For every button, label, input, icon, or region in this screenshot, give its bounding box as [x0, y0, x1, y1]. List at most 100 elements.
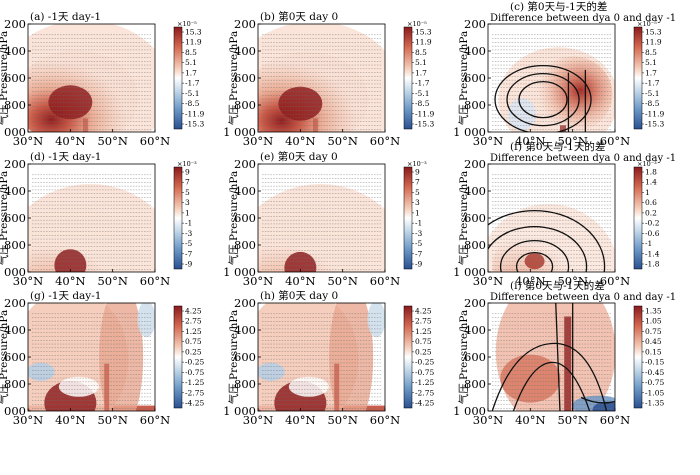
y-tick-label: 400	[4, 184, 26, 198]
x-tick-label: 30°N	[13, 413, 43, 427]
colorbar-tick-label: -4.25	[415, 399, 434, 408]
panel-title: (d) -1天 day-1	[30, 151, 101, 163]
panel-title: (h) 第0天 day 0	[260, 289, 338, 302]
colorbar-tick-label: 0.6	[645, 198, 657, 207]
colorbar-tick-label: -0.25	[415, 358, 434, 367]
y-tick-label: 200	[4, 296, 26, 310]
colorbar-tick-label: 0.75	[415, 337, 432, 346]
x-tick-label: 60°N	[600, 413, 630, 427]
colorbar-tick-label: 1.25	[185, 327, 202, 336]
y-axis-label: 气压 Pressure/hPa	[227, 171, 240, 266]
x-tick-label: 40°N	[55, 274, 85, 288]
x-tick-label: 50°N	[327, 274, 357, 288]
colorbar-tick-label: 0.75	[645, 327, 662, 336]
x-tick-label: 50°N	[557, 274, 587, 288]
contours-c	[494, 64, 592, 132]
panel-title: (a) -1天 day-1	[30, 11, 101, 23]
y-axis-label: 气压 Pressure/hPa	[457, 31, 470, 126]
y-tick-label: 600	[234, 350, 256, 364]
y-tick-label: 400	[464, 44, 486, 58]
y-tick-label: 1 000	[0, 265, 26, 279]
colorbar-tick-label: 11.9	[645, 38, 662, 47]
colorbar-tick-label: -1	[645, 239, 652, 248]
colorbar-tick-label: -15.3	[415, 120, 434, 129]
colorbar-b	[403, 26, 413, 130]
y-tick-label: 600	[464, 71, 486, 85]
y-tick-label: 600	[234, 71, 256, 85]
field-f	[488, 164, 615, 272]
colorbar-tick-label: -1.05	[645, 388, 664, 397]
y-tick-label: 200	[464, 17, 486, 31]
colorbar-tick-label: 1.25	[415, 327, 432, 336]
colorbar-tick-label: -1	[185, 219, 192, 228]
colorbar-tick-label: 8.5	[645, 48, 657, 57]
colorbar-tick-label: -7	[415, 249, 423, 258]
y-axis-label: 气压 Pressure/hPa	[457, 310, 470, 405]
x-tick-label: 50°N	[97, 134, 127, 148]
y-tick-label: 200	[234, 296, 256, 310]
y-tick-label: 400	[234, 44, 256, 58]
colorbar-tick-label: -8.5	[185, 99, 200, 108]
colorbar-tick-label: 4.25	[185, 307, 202, 316]
x-tick-label: 40°N	[55, 134, 85, 148]
colorbar-h	[403, 305, 413, 409]
colorbar-tick-label: 1	[185, 208, 190, 217]
y-tick-label: 200	[4, 157, 26, 171]
y-tick-label: 800	[234, 98, 256, 112]
x-tick-label: 30°N	[473, 134, 503, 148]
y-tick-label: 800	[234, 377, 256, 391]
y-tick-label: 400	[4, 44, 26, 58]
colorbar-tick-label: -8.5	[645, 99, 660, 108]
x-tick-label: 40°N	[515, 274, 545, 288]
colorbar-tick-label: 2.75	[415, 317, 432, 326]
y-tick-label: 1 000	[0, 125, 26, 139]
x-tick-label: 30°N	[243, 413, 273, 427]
colorbar-tick-label: -0.6	[645, 229, 660, 238]
x-tick-label: 50°N	[327, 413, 357, 427]
colorbar-tick-label: -11.9	[645, 109, 664, 118]
colorbar-tick-label: -15.3	[185, 120, 204, 129]
colorbar-tick-label: 11.9	[185, 38, 202, 47]
colorbar-tick-label: -9	[185, 260, 193, 269]
x-tick-label: 50°N	[327, 134, 357, 148]
colorbar-tick-label: -0.75	[645, 378, 664, 387]
x-tick-label: 50°N	[97, 413, 127, 427]
y-tick-label: 800	[234, 238, 256, 252]
colorbar-exponent: ×10⁻⁵	[407, 20, 427, 28]
contours-f	[488, 209, 606, 272]
y-axis-label: 气压 Pressure/hPa	[0, 310, 10, 405]
colorbar-tick-label: -11.9	[415, 109, 434, 118]
x-tick-label: 60°N	[140, 413, 170, 427]
colorbar-tick-label: 8.5	[185, 48, 197, 57]
colorbar-tick-label: 1.7	[645, 68, 657, 77]
y-tick-label: 800	[464, 377, 486, 391]
y-tick-label: 400	[234, 323, 256, 337]
colorbar-tick-label: 3	[415, 198, 420, 207]
colorbar-tick-label: -2.75	[185, 388, 204, 397]
colorbar-tick-label: -8.5	[415, 99, 430, 108]
y-tick-label: 600	[464, 350, 486, 364]
contours-i	[491, 303, 615, 411]
colorbar-tick-label: -7	[185, 249, 193, 258]
y-tick-label: 1 000	[223, 404, 256, 418]
y-axis-label: 气压 Pressure/hPa	[227, 310, 240, 405]
colorbar-d	[173, 166, 183, 270]
colorbar-tick-label: -1.25	[185, 378, 204, 387]
colorbar-exponent: ×10⁻⁵	[177, 20, 197, 28]
y-tick-label: 1 000	[453, 265, 486, 279]
x-tick-label: 50°N	[557, 413, 587, 427]
colorbar-tick-label: -3	[185, 229, 193, 238]
colorbar-tick-label: -0.15	[645, 358, 664, 367]
colorbar-tick-label: 0.45	[645, 337, 662, 346]
y-tick-label: 600	[234, 211, 256, 225]
field-b	[258, 24, 385, 132]
y-tick-label: 1 000	[453, 404, 486, 418]
colorbar-tick-label: 15.3	[415, 28, 432, 37]
colorbar-tick-label: -1.35	[645, 399, 664, 408]
y-tick-label: 200	[234, 157, 256, 171]
y-tick-label: 1 000	[0, 404, 26, 418]
y-axis-label: 气压 Pressure/hPa	[227, 31, 240, 126]
